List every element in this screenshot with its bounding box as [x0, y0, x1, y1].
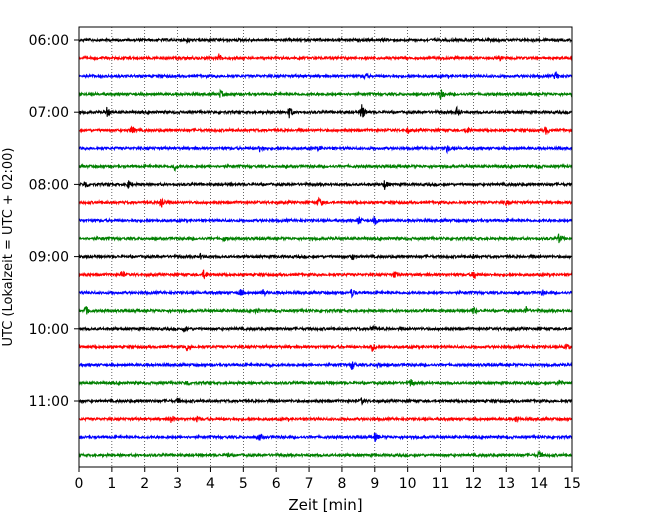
x-tick-label: 12 — [464, 476, 482, 492]
x-axis-ticks: 0 1 2 3 4 5 6 7 8 9 10 11 12 13 14 15 — [75, 467, 581, 492]
x-tick-label: 3 — [173, 476, 182, 492]
trace-line — [78, 269, 573, 280]
x-tick-label: 2 — [140, 476, 149, 492]
vertical-grid — [111, 27, 540, 467]
x-tick-label: 0 — [75, 476, 84, 492]
trace-line — [78, 343, 573, 352]
y-axis-label: UTC (Lokalzeit = UTC + 02:00) — [1, 148, 16, 347]
trace-line — [78, 233, 573, 244]
y-tick-label: 09:00 — [29, 250, 69, 266]
x-tick-label: 11 — [432, 476, 450, 492]
y-tick-label: 10:00 — [29, 322, 69, 338]
trace-line — [78, 361, 573, 371]
trace-line — [78, 397, 573, 406]
x-tick-label: 9 — [370, 476, 379, 492]
x-tick-label: 10 — [399, 476, 417, 492]
trace-line — [78, 432, 573, 443]
trace-line — [78, 415, 573, 424]
x-tick-label: 4 — [206, 476, 215, 492]
trace-line — [78, 215, 573, 225]
x-tick-label: 13 — [497, 476, 515, 492]
trace-line — [78, 71, 573, 81]
trace-line — [78, 162, 573, 173]
trace-line — [78, 252, 573, 261]
trace-line — [78, 196, 573, 208]
trace-line — [78, 36, 573, 45]
x-tick-label: 5 — [239, 476, 248, 492]
x-tick-label: 6 — [272, 476, 281, 492]
x-tick-label: 14 — [530, 476, 548, 492]
trace-line — [78, 104, 573, 119]
trace-line — [78, 324, 573, 333]
y-tick-label: 11:00 — [29, 394, 69, 410]
traces-group — [78, 36, 573, 459]
trace-line — [78, 306, 573, 316]
plot-frame — [78, 26, 573, 468]
y-tick-label: 08:00 — [29, 177, 69, 193]
trace-line — [78, 53, 573, 62]
trace-line — [78, 180, 573, 190]
x-tick-label: 15 — [563, 476, 581, 492]
x-axis-label: Zeit [min] — [288, 496, 362, 514]
x-tick-label: 7 — [305, 476, 314, 492]
trace-line — [78, 450, 573, 459]
y-tick-label: 06:00 — [29, 33, 69, 49]
y-tick-label: 07:00 — [29, 105, 69, 121]
x-tick-label: 1 — [107, 476, 116, 492]
y-axis-ticks: 06:00 07:00 08:00 09:00 10:00 11:00 — [29, 33, 79, 410]
trace-line — [78, 288, 573, 299]
trace-line — [78, 144, 573, 155]
trace-line — [78, 88, 573, 100]
x-tick-label: 8 — [337, 476, 346, 492]
trace-line — [78, 125, 573, 135]
trace-line — [78, 378, 573, 387]
